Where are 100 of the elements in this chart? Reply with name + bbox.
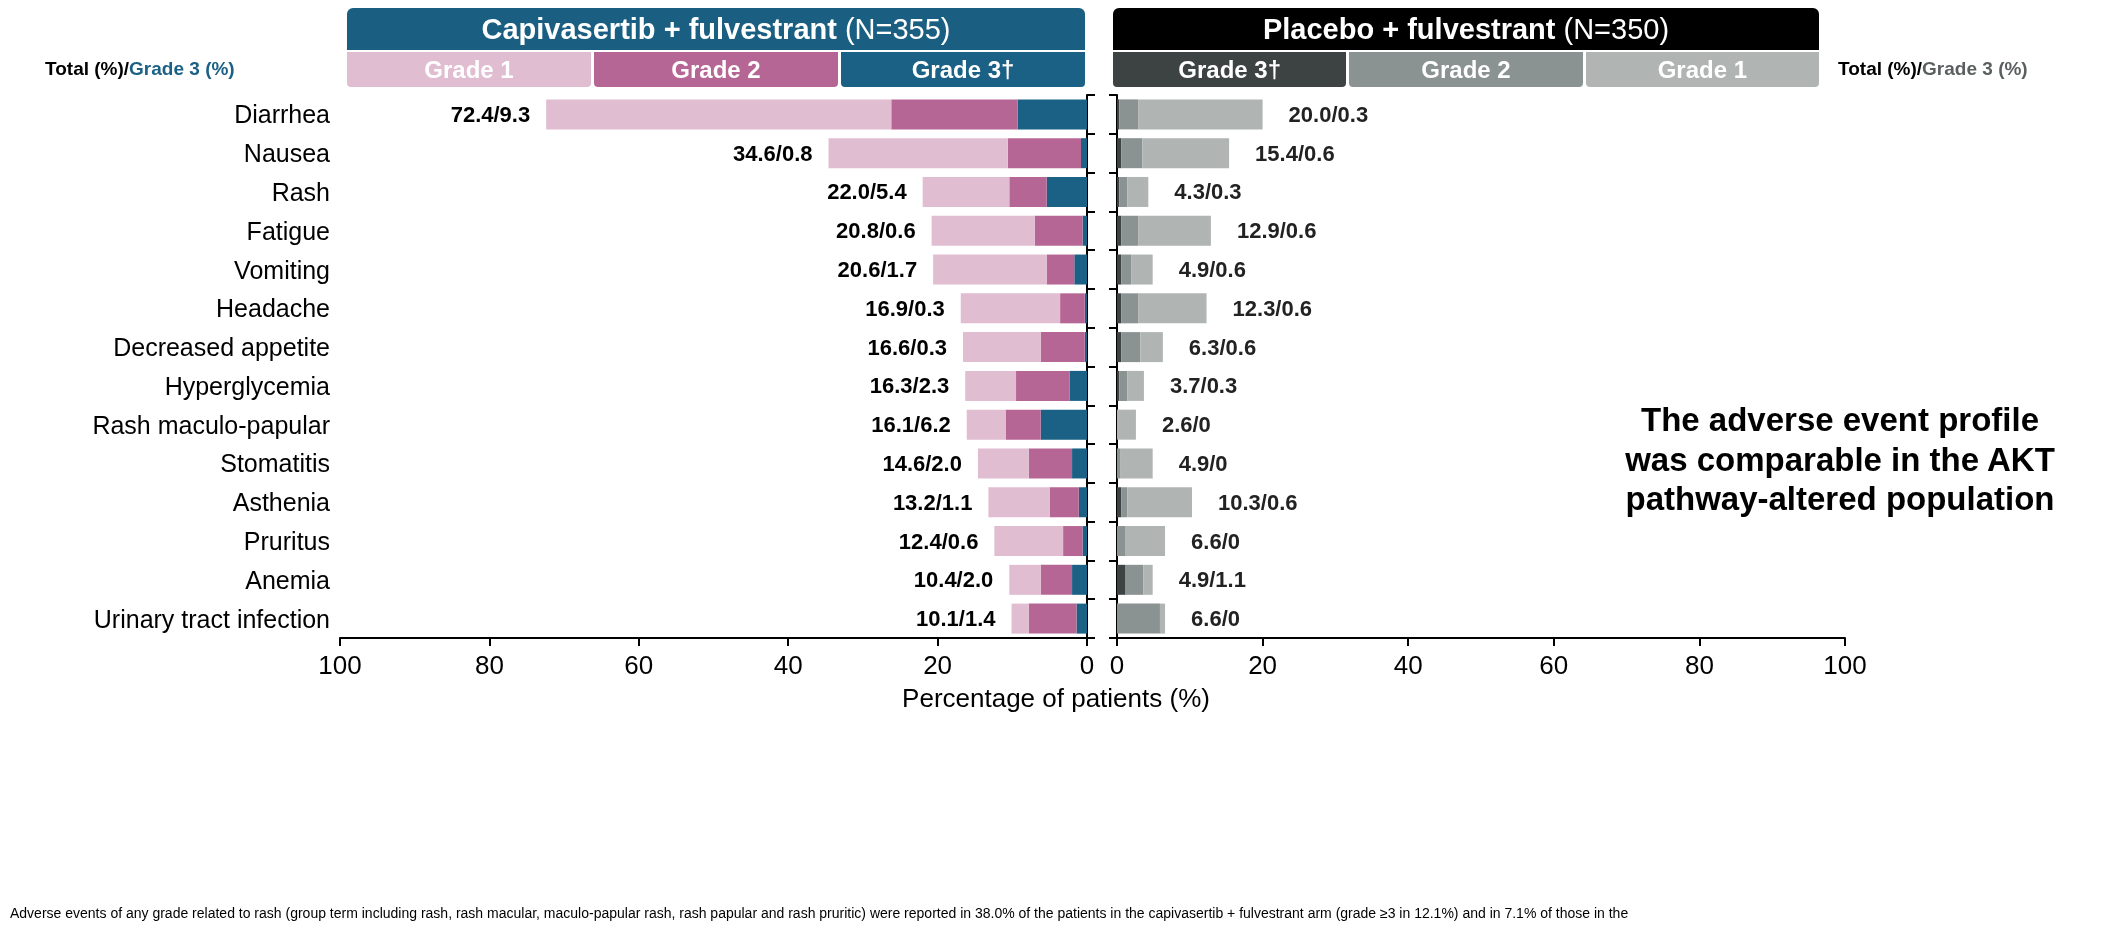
total-label: 6.3/0.6: [1188, 334, 1257, 360]
text: Grade 1: [1585, 52, 1819, 87]
bar: [1082, 526, 1087, 557]
total-label: 22.0/5.4: [827, 179, 908, 205]
y-tick-label: Diarrhea: [234, 100, 331, 129]
bar: [1016, 370, 1070, 401]
bar: [1127, 370, 1144, 401]
bar: [1028, 603, 1077, 634]
x-tick-label: 40: [1393, 650, 1423, 680]
y-tick-label: Fatigue: [246, 216, 330, 245]
bar: [1117, 254, 1122, 285]
bar: [988, 487, 1050, 518]
bar: [1040, 564, 1073, 595]
x-tick-label: 100: [1823, 650, 1867, 680]
bar: [1138, 99, 1263, 130]
bar: [1117, 138, 1122, 169]
bar: [1127, 176, 1149, 207]
bar: [1121, 332, 1141, 363]
annotation: The adverse event profile was comparable in the AKT pathway-altered population: [1624, 400, 2056, 519]
y-tick-label: Urinary tract infection: [93, 604, 330, 633]
bar: [546, 99, 892, 130]
chart-title: Placebo + fulvestrant (N=350): [1262, 12, 1670, 46]
bar: [965, 370, 1017, 401]
total-label: 20.8/0.6: [836, 218, 916, 244]
bar: [1121, 293, 1139, 324]
bar: [1084, 332, 1087, 363]
series-label: Grade 1: [347, 52, 591, 87]
bar: [1063, 526, 1083, 557]
bar: [977, 448, 1029, 479]
bar: [1011, 603, 1029, 634]
text: Grade 2: [1349, 52, 1583, 87]
y-tick-label: Vomiting: [234, 255, 330, 284]
x-tick-label: 20: [1248, 650, 1278, 680]
bar: [1040, 409, 1087, 440]
bar: [1121, 215, 1139, 246]
y-tick-label: Pruritus: [243, 527, 330, 556]
bar: [1046, 176, 1087, 207]
total-label: 12.3/0.6: [1232, 295, 1313, 321]
y-tick-label: Hyperglycemia: [164, 371, 331, 400]
y-tick-label: Headache: [216, 294, 330, 323]
bar: [1159, 603, 1166, 634]
bar: [1140, 332, 1163, 363]
bar: [963, 332, 1041, 363]
bar: [1072, 564, 1087, 595]
bar: [1007, 138, 1082, 169]
bar: [891, 99, 1018, 130]
bar: [1117, 176, 1120, 207]
text: Total (%)/Grade 3 (%): [1838, 58, 2028, 79]
y-tick-label: Rash maculo-papular: [92, 410, 330, 439]
text: Grade 2: [594, 52, 838, 87]
bar: [994, 526, 1064, 557]
bar: [1121, 254, 1132, 285]
bar: [828, 138, 1008, 169]
total-label: 4.9/1.1: [1178, 567, 1246, 593]
bar: [1081, 138, 1087, 169]
x-tick-label: 60: [624, 650, 654, 680]
bar: [1125, 564, 1144, 595]
text: Total (%)/Grade 3 (%): [45, 58, 235, 79]
total-label: 72.4/9.3: [450, 101, 531, 127]
bar: [1049, 487, 1079, 518]
bar: [1117, 293, 1122, 324]
bar: [1074, 254, 1087, 285]
bar: [1138, 215, 1211, 246]
bar: [1009, 176, 1047, 207]
bar: [1119, 176, 1128, 207]
bar: [1082, 215, 1087, 246]
total-label: 4.9/0.6: [1178, 257, 1246, 283]
bar: [1142, 138, 1230, 169]
total-label: 20.6/1.7: [837, 257, 918, 283]
total-label: 34.6/0.8: [733, 140, 813, 166]
bar: [1117, 603, 1160, 634]
y-tick-label: Asthenia: [232, 488, 331, 517]
total-label: 10.3/0.6: [1217, 489, 1298, 515]
bar: [1060, 293, 1085, 324]
y-tick-label: Anemia: [245, 565, 331, 594]
bar: [933, 254, 1047, 285]
total-label: 13.2/1.1: [892, 489, 973, 515]
x-tick-label: 0: [1109, 650, 1125, 680]
total-label: 16.9/0.3: [865, 295, 945, 321]
total-label: 15.4/0.6: [1255, 140, 1335, 166]
y-tick-label: Stomatitis: [220, 449, 330, 478]
x-axis-title: Percentage of patients (%): [901, 683, 1211, 714]
x-tick-label: 80: [474, 650, 504, 680]
bar: [1072, 448, 1087, 479]
bar: [966, 409, 1006, 440]
y-tick-label: Decreased appetite: [113, 333, 330, 362]
x-tick-label: 100: [318, 650, 362, 680]
total-label: 10.4/2.0: [913, 567, 994, 593]
y-tick-label: Nausea: [243, 139, 331, 168]
bar: [922, 176, 1010, 207]
bar: [1076, 603, 1087, 634]
bar: [1028, 448, 1073, 479]
bar: [931, 215, 1035, 246]
x-tick-label: 20: [923, 650, 953, 680]
bar: [1117, 215, 1122, 246]
bar: [1120, 448, 1153, 479]
bar: [1117, 487, 1122, 518]
bar: [1084, 293, 1087, 324]
total-label: 4.3/0.3: [1174, 179, 1242, 205]
bar: [1117, 526, 1126, 557]
